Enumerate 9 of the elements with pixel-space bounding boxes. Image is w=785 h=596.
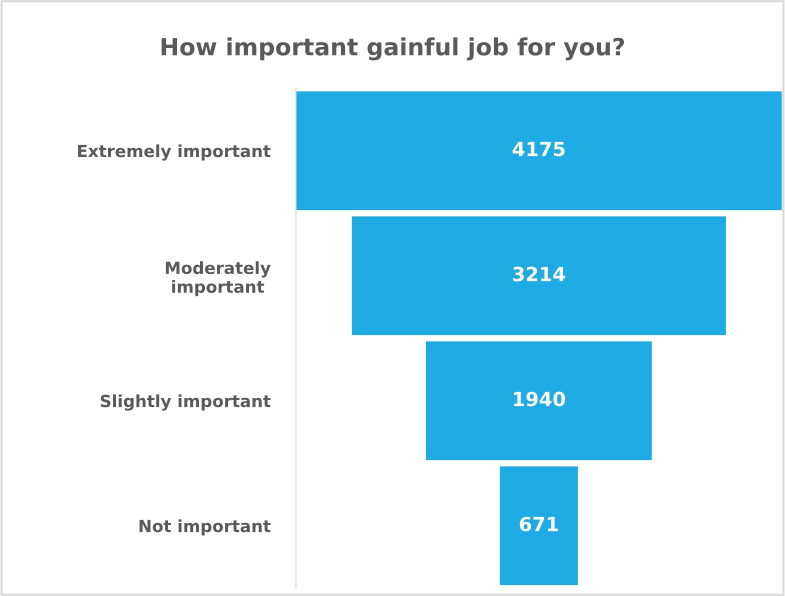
data-label: 3214 (513, 266, 566, 282)
category-label: Extremely important (78, 144, 271, 161)
category-label: Not important (140, 519, 271, 536)
category-label: Moderately important (166, 261, 271, 296)
data-label: 4175 (512, 142, 565, 156)
data-label: 1940 (514, 392, 566, 406)
text: How important gainful job for you? (162, 37, 624, 60)
category-label: Slightly important (100, 394, 271, 411)
data-label: 671 (520, 516, 558, 532)
